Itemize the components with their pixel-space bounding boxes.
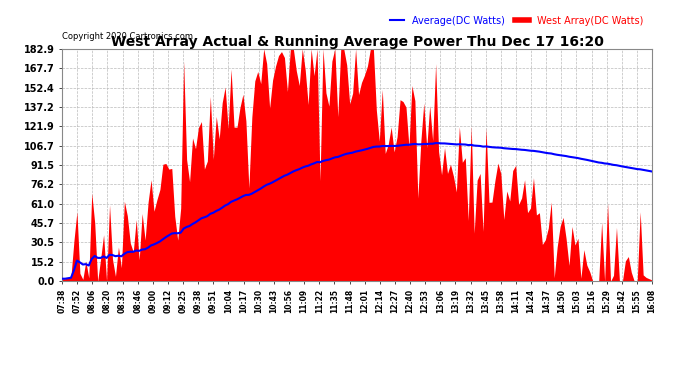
- Text: Copyright 2020 Cartronics.com: Copyright 2020 Cartronics.com: [62, 32, 193, 41]
- Legend: Average(DC Watts), West Array(DC Watts): Average(DC Watts), West Array(DC Watts): [386, 12, 647, 30]
- Title: West Array Actual & Running Average Power Thu Dec 17 16:20: West Array Actual & Running Average Powe…: [110, 35, 604, 49]
